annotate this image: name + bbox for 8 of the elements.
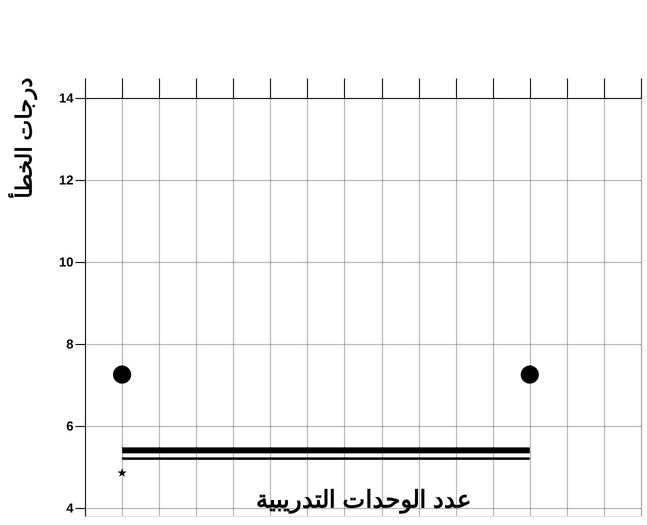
y-tick-label: 14 xyxy=(59,90,74,106)
y-tick-label: 12 xyxy=(59,172,74,188)
y-tick-label: 10 xyxy=(59,254,74,270)
y-tick-label: 6 xyxy=(66,418,74,434)
y-tick-label: 4 xyxy=(66,500,74,516)
y-axis-title: درجات الخطأ xyxy=(8,78,38,199)
x-axis-title: عدد الوحدات التدريبية xyxy=(256,486,472,514)
y-tick-label: 8 xyxy=(66,336,74,352)
